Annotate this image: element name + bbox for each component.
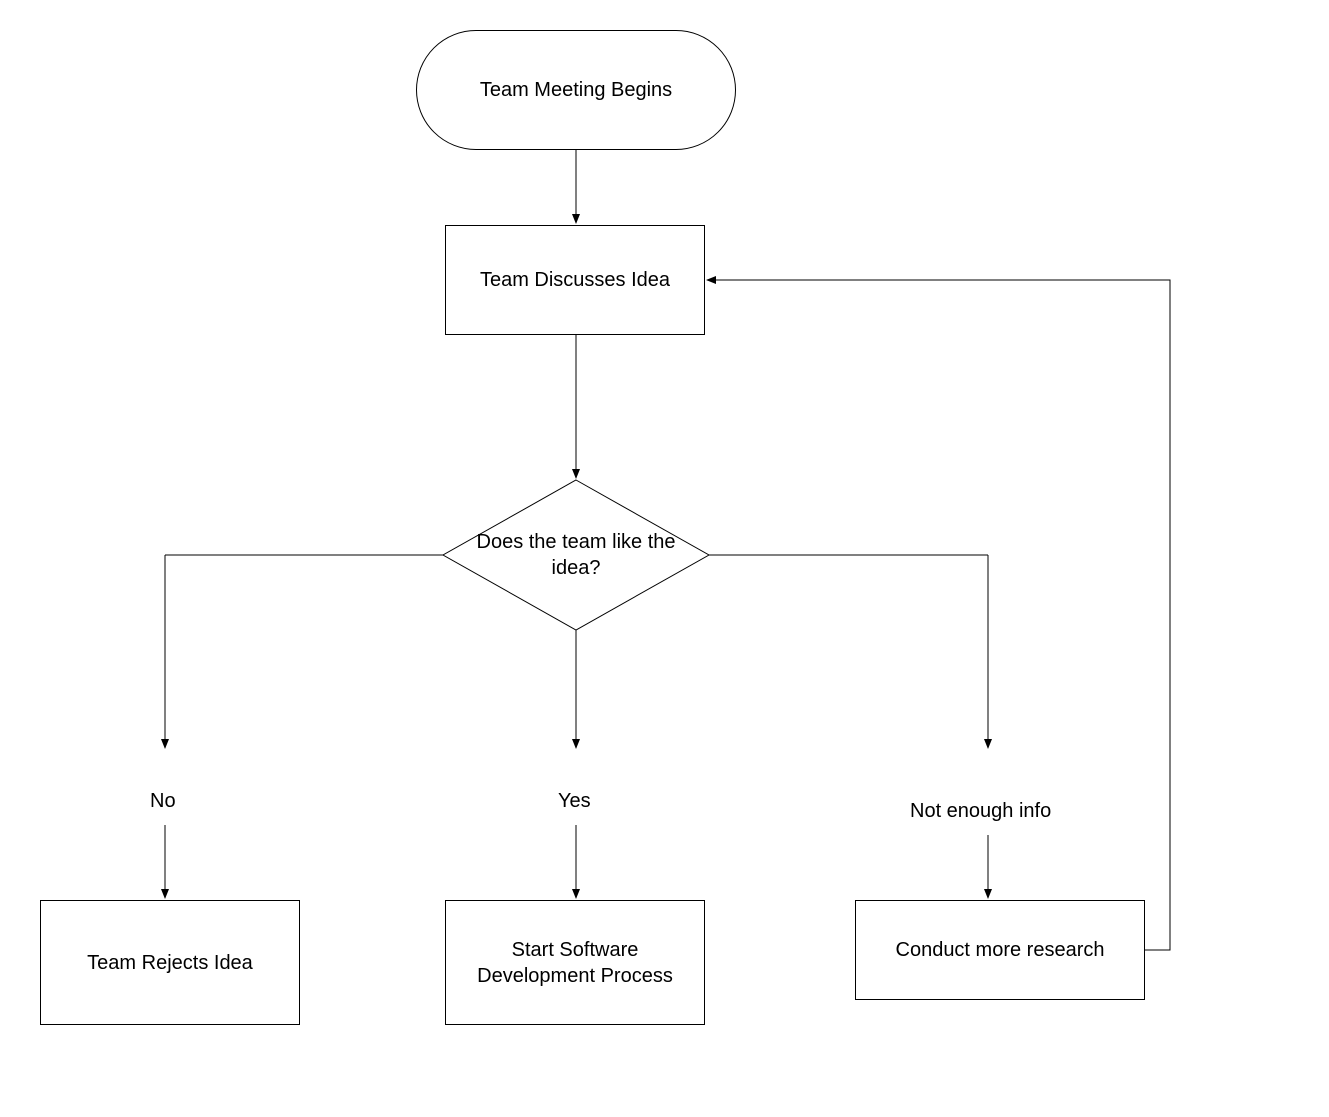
- edge-research-discuss: [707, 280, 1170, 950]
- node-start: Team Meeting Begins: [416, 30, 736, 150]
- edge-label-yes: Yes: [558, 790, 591, 813]
- node-discuss-label: Team Discusses Idea: [480, 267, 670, 293]
- node-decision: Does the team like the idea?: [443, 480, 709, 630]
- node-reject-label: Team Rejects Idea: [87, 950, 253, 976]
- node-research: Conduct more research: [855, 900, 1145, 1000]
- edge-label-notenough: Not enough info: [910, 800, 1051, 823]
- edge-label-yes-text: Yes: [558, 790, 591, 812]
- edge-label-notenough-text: Not enough info: [910, 800, 1051, 822]
- node-start-label: Team Meeting Begins: [480, 77, 672, 103]
- node-decision-label: Does the team like the idea?: [443, 529, 709, 581]
- node-reject: Team Rejects Idea: [40, 900, 300, 1025]
- flowchart-container: Team Meeting Begins Team Discusses Idea …: [0, 0, 1329, 1117]
- node-discuss: Team Discusses Idea: [445, 225, 705, 335]
- edge-label-no-text: No: [150, 790, 176, 812]
- node-startdev: Start Software Development Process: [445, 900, 705, 1025]
- node-research-label: Conduct more research: [896, 937, 1105, 963]
- node-startdev-label: Start Software Development Process: [456, 937, 694, 989]
- edge-label-no: No: [150, 790, 176, 813]
